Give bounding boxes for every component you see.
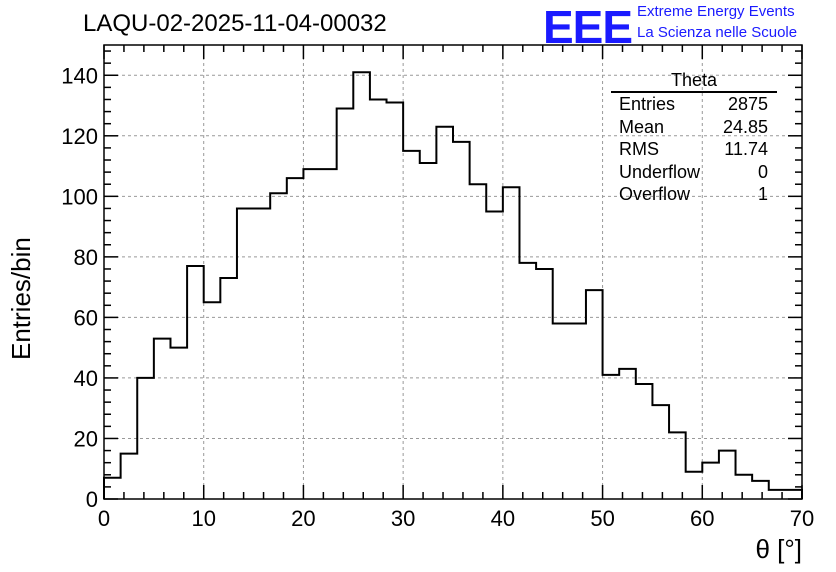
org-line-1: Extreme Energy Events [637, 3, 795, 20]
plot-frame [103, 44, 803, 500]
stats-row-mean: Mean 24.85 [611, 116, 777, 139]
x-tick-label: 30 [391, 506, 415, 531]
x-tick-label: 70 [790, 506, 814, 531]
y-tick-label: 40 [74, 366, 98, 391]
stats-row-entries: Entries 2875 [611, 93, 777, 116]
stats-row-rms: RMS 11.74 [611, 138, 777, 161]
y-tick-label: 80 [74, 245, 98, 270]
y-tick-label: 0 [86, 487, 98, 512]
x-tick-label: 0 [98, 506, 110, 531]
stats-label: Underflow [619, 161, 701, 182]
stats-box: Theta Entries 2875 Mean 24.85 RMS 11.74 … [611, 70, 777, 206]
stats-label: RMS [619, 139, 659, 159]
x-tick-label: 10 [191, 506, 215, 531]
stats-row-underflow: Underflow 0 [611, 161, 777, 184]
stats-label: Overflow [619, 184, 691, 204]
org-line-2: La Scienza nelle Scuole [637, 24, 798, 41]
stats-value: 11.74 [724, 139, 768, 159]
stats-value: 2875 [727, 94, 768, 114]
x-tick-label: 20 [291, 506, 315, 531]
y-tick-label: 60 [74, 305, 98, 330]
stats-label: Mean [619, 116, 665, 137]
histogram-series [103, 71, 803, 499]
y-tick-labels: 0 20 40 60 80 100 120 140 [61, 63, 98, 512]
x-tick-labels: 0 10 20 30 40 50 60 70 [98, 506, 814, 531]
chart-title: LAQU-02-2025-11-04-00032 [83, 10, 387, 37]
axis-ticks [103, 45, 803, 500]
x-axis-label: θ [°] [755, 534, 802, 564]
stats-title: Theta [611, 70, 777, 93]
stats-row-overflow: Overflow 1 [611, 183, 777, 206]
y-tick-label: 140 [61, 63, 98, 88]
y-tick-label: 120 [61, 124, 98, 149]
y-tick-label: 100 [61, 184, 98, 209]
stats-label: Entries [619, 94, 676, 114]
stats-value: 1 [757, 184, 768, 204]
x-tick-label: 60 [690, 506, 714, 531]
y-tick-label: 20 [74, 426, 98, 451]
x-tick-label: 40 [491, 506, 515, 531]
x-tick-label: 50 [590, 506, 614, 531]
stats-value: 24.85 [722, 116, 768, 137]
stats-value: 0 [757, 161, 768, 182]
grid-lines [104, 45, 802, 499]
y-axis-label: Entries/bin [6, 237, 36, 360]
